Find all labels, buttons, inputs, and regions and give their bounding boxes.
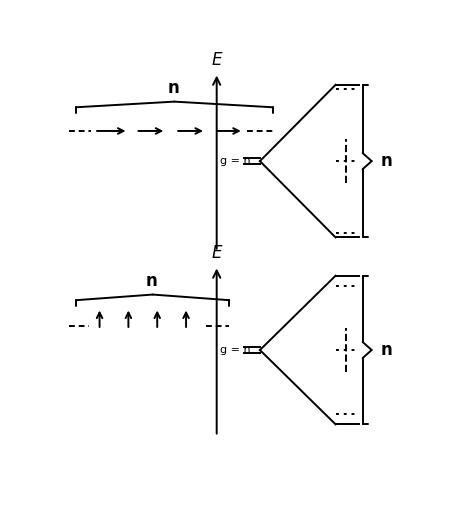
Text: g = n: g = n bbox=[220, 156, 251, 166]
Text: E: E bbox=[212, 244, 222, 262]
Text: n: n bbox=[381, 341, 392, 359]
Text: n: n bbox=[167, 79, 179, 97]
Text: g = n: g = n bbox=[220, 345, 251, 355]
Text: n: n bbox=[381, 152, 392, 170]
Text: n: n bbox=[146, 272, 158, 290]
Text: E: E bbox=[212, 51, 222, 69]
